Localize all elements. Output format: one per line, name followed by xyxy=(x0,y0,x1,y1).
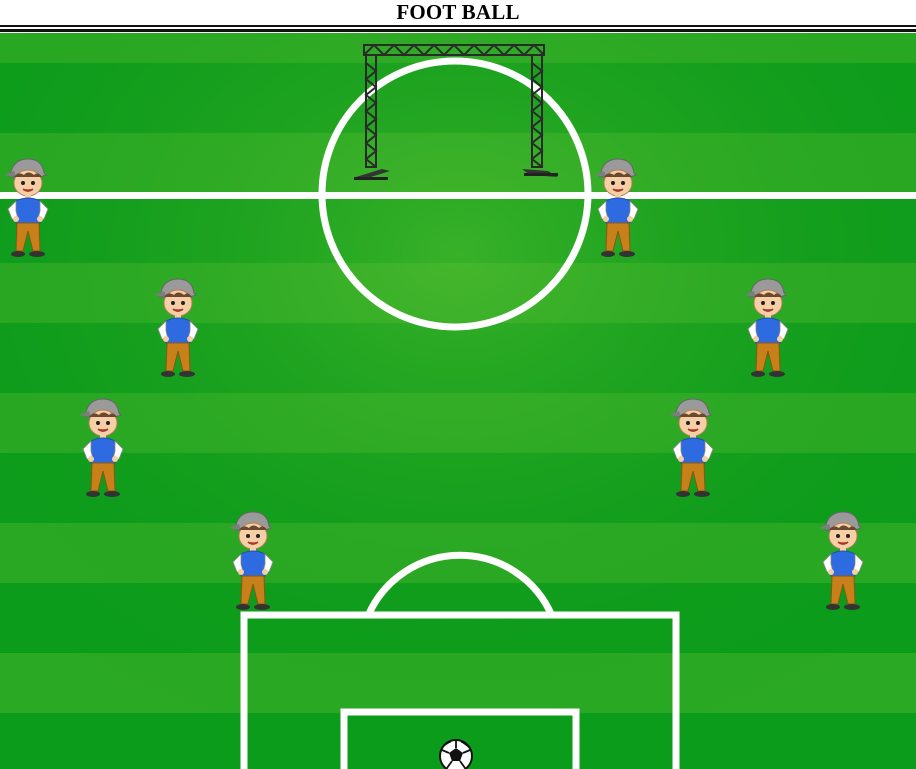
player-8[interactable] xyxy=(815,506,871,618)
halfway-line xyxy=(0,192,916,199)
grass-stripes xyxy=(0,33,916,769)
title-divider-bottom xyxy=(0,29,916,32)
penalty-box xyxy=(240,611,680,769)
boy-player-icon xyxy=(79,398,124,497)
center-circle xyxy=(318,57,592,331)
penalty-arc xyxy=(364,551,556,618)
boy-player-icon xyxy=(154,278,199,377)
player-6[interactable] xyxy=(665,393,721,505)
pitch-graphic xyxy=(0,33,916,769)
boy-player-icon xyxy=(744,278,789,377)
soccer-ball-icon[interactable] xyxy=(438,738,474,769)
title-divider xyxy=(0,25,916,27)
boy-player-icon xyxy=(669,398,714,497)
goal-post-icon xyxy=(354,43,558,180)
player-5[interactable] xyxy=(75,393,131,505)
player-2[interactable] xyxy=(590,153,646,265)
boy-player-icon xyxy=(4,158,49,257)
player-1[interactable] xyxy=(0,153,56,265)
page-title: FOOT BALL xyxy=(396,0,520,24)
football-field xyxy=(0,33,916,769)
player-4[interactable] xyxy=(740,273,796,385)
boy-player-icon xyxy=(819,511,864,610)
goal-box xyxy=(340,708,580,769)
boy-player-icon xyxy=(594,158,639,257)
boy-player-icon xyxy=(229,511,274,610)
player-7[interactable] xyxy=(225,506,281,618)
player-3[interactable] xyxy=(150,273,206,385)
